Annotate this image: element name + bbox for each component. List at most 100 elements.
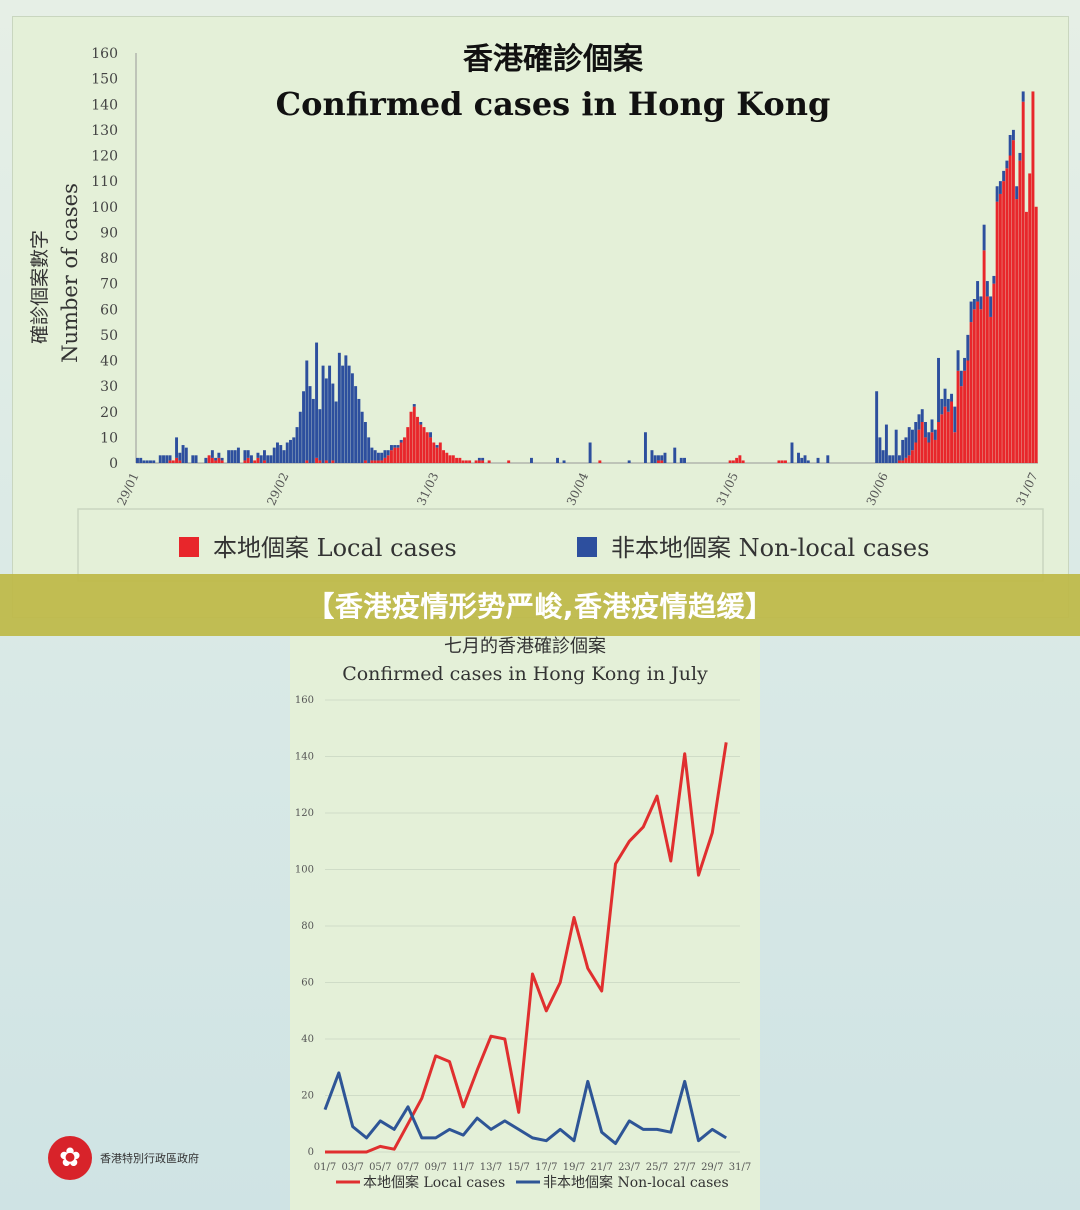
bar-nonlocal — [881, 450, 885, 463]
y-tick-label: 100 — [91, 200, 118, 216]
bar-nonlocal — [298, 411, 302, 463]
bar-nonlocal — [389, 445, 393, 451]
bar-local — [972, 309, 976, 463]
bar-nonlocal — [924, 422, 927, 438]
bar-nonlocal — [940, 398, 944, 415]
bar-nonlocal — [181, 445, 185, 463]
bar-nonlocal — [184, 447, 188, 464]
y-tick-label: 30 — [100, 379, 118, 395]
bar-nonlocal — [976, 281, 980, 302]
bar-local — [937, 422, 940, 463]
bar-nonlocal — [897, 455, 901, 461]
bar-local — [911, 450, 914, 463]
bar-nonlocal — [363, 422, 367, 461]
y-tick-label: 60 — [100, 302, 118, 318]
bar-nonlocal — [269, 455, 273, 463]
bar-local — [464, 460, 468, 463]
bar-nonlocal — [347, 365, 351, 464]
bar-nonlocal — [1002, 170, 1006, 182]
x-tick-label: 11/7 — [452, 1162, 474, 1173]
x-tick-label: 01/7 — [314, 1162, 336, 1173]
bar-nonlocal — [305, 360, 309, 461]
bar-local — [1011, 140, 1015, 464]
x-tick-label: 15/7 — [507, 1162, 529, 1173]
bar-local — [959, 386, 963, 464]
bar-nonlocal — [643, 432, 647, 463]
bar-nonlocal — [350, 373, 354, 463]
x-tick-label: 17/7 — [535, 1162, 557, 1173]
bar-local — [660, 460, 664, 463]
bar-local — [995, 201, 999, 464]
headline-banner: 【香港疫情形势严峻,香港疫情趋缓】 — [0, 574, 1080, 636]
bar-nonlocal — [477, 457, 481, 461]
bar-local — [738, 455, 742, 463]
bar-local — [1018, 160, 1022, 464]
bar-local — [403, 437, 406, 464]
bar-local — [253, 460, 257, 463]
chart-title: 七月的香港確診個案 — [444, 636, 606, 657]
bar-nonlocal — [930, 419, 934, 433]
bar-local — [315, 457, 319, 464]
bar-nonlocal — [790, 442, 794, 463]
x-tick-label: 29/7 — [701, 1162, 723, 1173]
bar-nonlocal — [979, 296, 983, 310]
bar-local — [383, 457, 387, 464]
bar-local — [735, 457, 739, 464]
bar-local — [406, 427, 410, 464]
bar-nonlocal — [816, 457, 820, 464]
bar-nonlocal — [354, 386, 358, 464]
bar-nonlocal — [279, 445, 283, 463]
bar-nonlocal — [904, 437, 908, 458]
bar-local — [904, 457, 908, 464]
line-nonlocal — [323, 1071, 727, 1145]
bar-nonlocal — [393, 445, 397, 448]
bar-local — [318, 460, 322, 463]
bar-local — [953, 432, 957, 463]
bar-local — [992, 283, 996, 464]
bar-local — [784, 460, 787, 463]
bar-local — [728, 460, 732, 463]
y-tick-label: 40 — [100, 354, 118, 370]
x-tick-label: 31/03 — [414, 470, 441, 507]
y-tick-label: 110 — [91, 174, 118, 190]
bar-local — [448, 455, 452, 463]
bar-nonlocal — [663, 452, 667, 463]
bar-nonlocal — [259, 455, 263, 463]
bar-local — [1028, 173, 1032, 463]
bar-local — [461, 460, 465, 463]
bar-nonlocal — [266, 455, 270, 463]
bar-nonlocal — [380, 452, 384, 461]
bar-nonlocal — [907, 427, 911, 456]
bar-local — [389, 450, 393, 463]
y-tick-label: 90 — [100, 225, 118, 241]
bar-nonlocal — [911, 429, 914, 451]
bar-nonlocal — [797, 452, 800, 463]
bar-nonlocal — [875, 391, 879, 463]
bar-local — [477, 460, 481, 463]
bar-nonlocal — [376, 452, 380, 461]
chart-subtitle: Confirmed cases in Hong Kong — [276, 85, 831, 123]
bar-local — [396, 447, 400, 464]
bar-local — [363, 460, 367, 463]
bar-local — [940, 414, 944, 463]
bar-nonlocal — [162, 455, 165, 463]
bar-local — [907, 455, 911, 463]
bar-nonlocal — [373, 450, 377, 461]
bar-nonlocal — [175, 437, 179, 458]
bar-local — [263, 460, 266, 463]
x-tick-label: 25/7 — [646, 1162, 668, 1173]
bar-nonlocal — [826, 455, 830, 463]
bar-nonlocal — [194, 455, 198, 463]
y-tick-label: 80 — [301, 921, 314, 932]
bar-nonlocal — [627, 460, 631, 463]
bar-local — [409, 411, 413, 463]
bar-local — [956, 370, 960, 463]
y-tick-label: 50 — [100, 328, 118, 344]
bar-local — [324, 460, 328, 463]
bar-local — [1024, 211, 1028, 463]
x-tick-label: 05/7 — [369, 1162, 391, 1173]
bar-nonlocal — [256, 452, 260, 458]
bar-nonlocal — [933, 429, 937, 440]
bar-nonlocal — [650, 450, 654, 463]
bar-nonlocal — [588, 442, 592, 463]
